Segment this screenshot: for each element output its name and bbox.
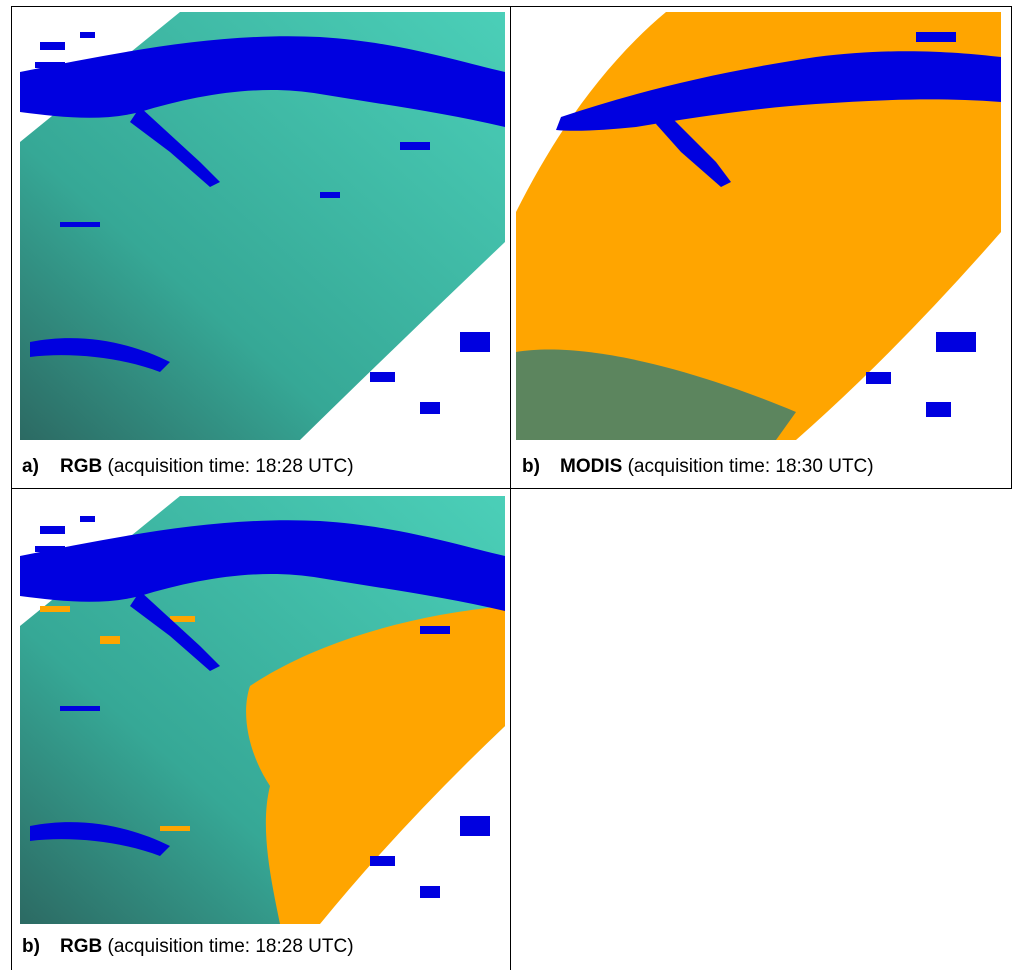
- modis-image: [516, 12, 1001, 440]
- caption: b)MODIS (acquisition time: 18:30 UTC): [522, 456, 874, 478]
- panel-title: RGB: [60, 936, 102, 957]
- panel-detail: (acquisition time: 18:30 UTC): [628, 456, 874, 477]
- rgb-image: [20, 496, 505, 924]
- border: [11, 6, 1012, 7]
- panel-detail: (acquisition time: 18:28 UTC): [108, 456, 354, 477]
- page: a)RGB (acquisition time: 18:28 UTC) b)MO…: [0, 0, 1012, 970]
- caption: b)RGB (acquisition time: 18:28 UTC): [22, 936, 354, 958]
- caption: a)RGB (acquisition time: 18:28 UTC): [22, 456, 354, 478]
- panel-detail: (acquisition time: 18:28 UTC): [108, 936, 354, 957]
- panel-title: MODIS: [560, 456, 622, 477]
- panel-label: a): [22, 456, 60, 478]
- border: [11, 488, 1012, 489]
- panel-label: b): [522, 456, 560, 478]
- panel-title: RGB: [60, 456, 102, 477]
- panel-label: b): [22, 936, 60, 958]
- rgb-image: [20, 12, 505, 440]
